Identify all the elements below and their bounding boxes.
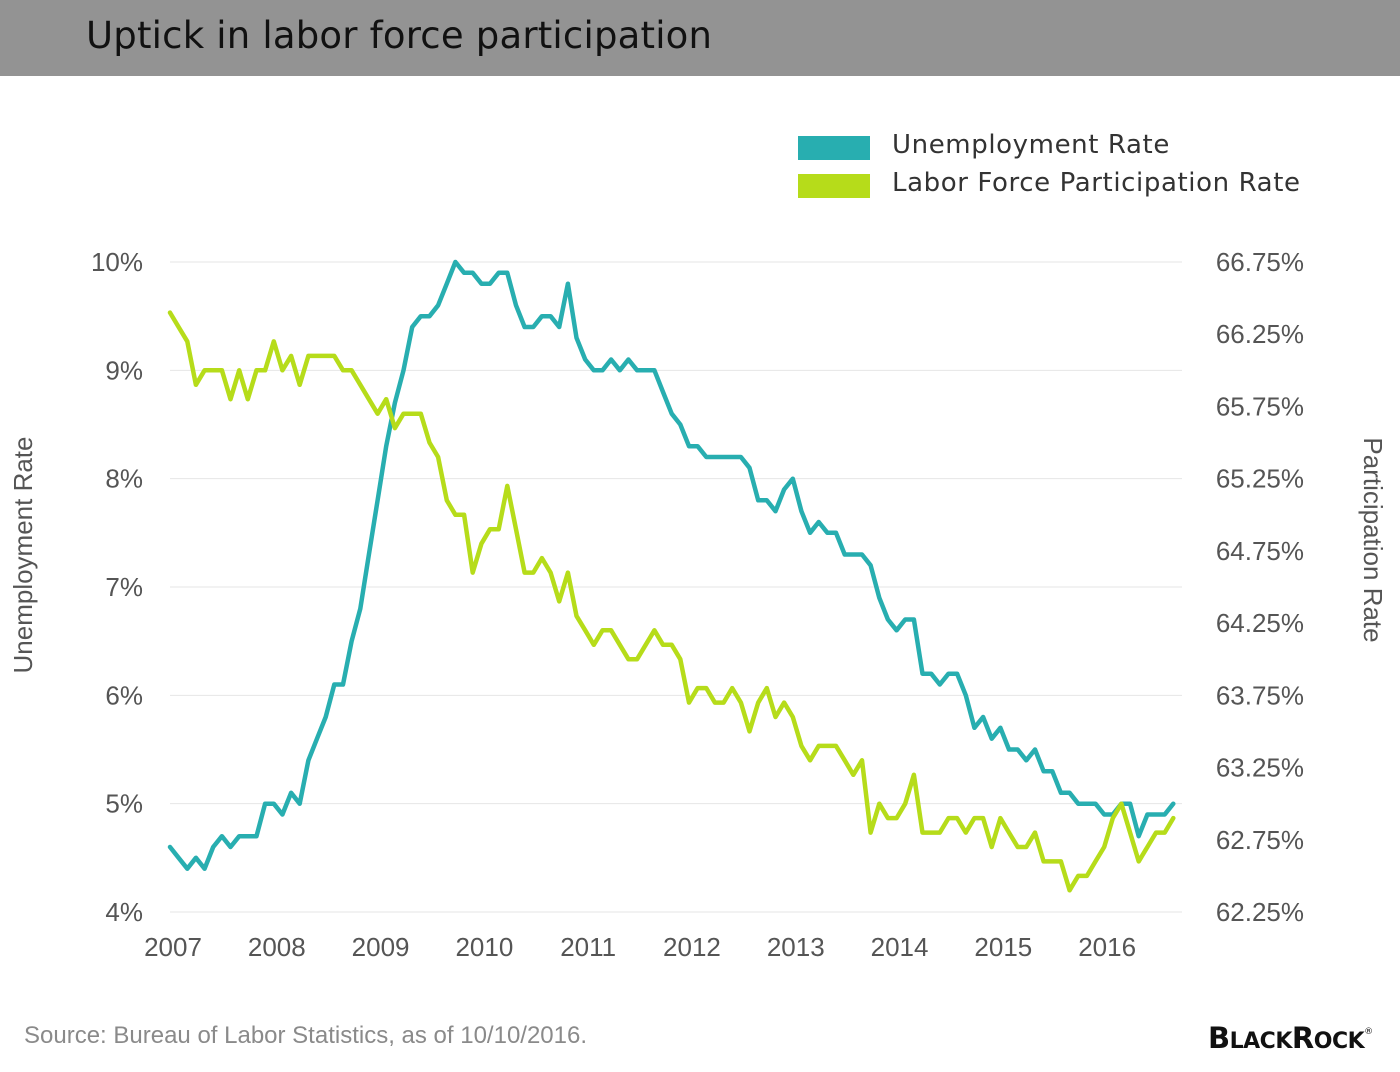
- blackrock-logo: BLACKROCK®: [1208, 1021, 1373, 1055]
- y-left-tick-label: 9%: [105, 355, 143, 385]
- y-right-tick-label: 64.75%: [1216, 536, 1304, 566]
- x-tick-label: 2015: [974, 932, 1032, 962]
- chart-header: Uptick in labor force participation: [0, 0, 1400, 76]
- x-tick-label: 2010: [455, 932, 513, 962]
- source-note: Source: Bureau of Labor Statistics, as o…: [24, 1022, 588, 1049]
- y-left-tick-label: 6%: [105, 680, 143, 710]
- y-left-tick-label: 10%: [91, 247, 143, 277]
- y-left-tick-label: 7%: [105, 572, 143, 602]
- y-right-tick-label: 62.75%: [1216, 825, 1304, 855]
- x-tick-label: 2016: [1078, 932, 1136, 962]
- y-right-tick-label: 66.25%: [1216, 319, 1304, 349]
- legend-label-participation: Labor Force Participation Rate: [892, 168, 1301, 198]
- legend-swatch-unemployment: [798, 136, 870, 160]
- x-tick-label: 2013: [767, 932, 825, 962]
- y-left-axis-title: Unemployment Rate: [8, 437, 38, 674]
- y-left-tick-label: 5%: [105, 789, 143, 819]
- y-right-tick-label: 62.25%: [1216, 897, 1304, 927]
- y-right-tick-label: 64.25%: [1216, 608, 1304, 638]
- unemployment-rate-line: [167, 259, 1176, 871]
- participation-rate-line: [167, 310, 1176, 893]
- legend-label-unemployment: Unemployment Rate: [892, 130, 1170, 160]
- y-right-tick-label: 66.75%: [1216, 247, 1304, 277]
- y-right-tick-label: 65.75%: [1216, 391, 1304, 421]
- x-tick-label: 2008: [248, 932, 306, 962]
- chart-title: Uptick in labor force participation: [86, 14, 713, 57]
- x-tick-label: 2009: [352, 932, 410, 962]
- y-right-tick-label: 63.75%: [1216, 680, 1304, 710]
- x-tick-label: 2014: [871, 932, 929, 962]
- x-tick-label: 2007: [144, 932, 202, 962]
- y-left-tick-label: 4%: [105, 897, 143, 927]
- x-tick-label: 2011: [560, 932, 616, 962]
- y-right-axis-title: Participation Rate: [1358, 437, 1388, 642]
- x-tick-label: 2012: [663, 932, 721, 962]
- legend-swatch-participation: [798, 174, 870, 198]
- y-left-tick-label: 8%: [105, 464, 143, 494]
- y-right-tick-label: 63.25%: [1216, 753, 1304, 783]
- y-right-tick-label: 65.25%: [1216, 464, 1304, 494]
